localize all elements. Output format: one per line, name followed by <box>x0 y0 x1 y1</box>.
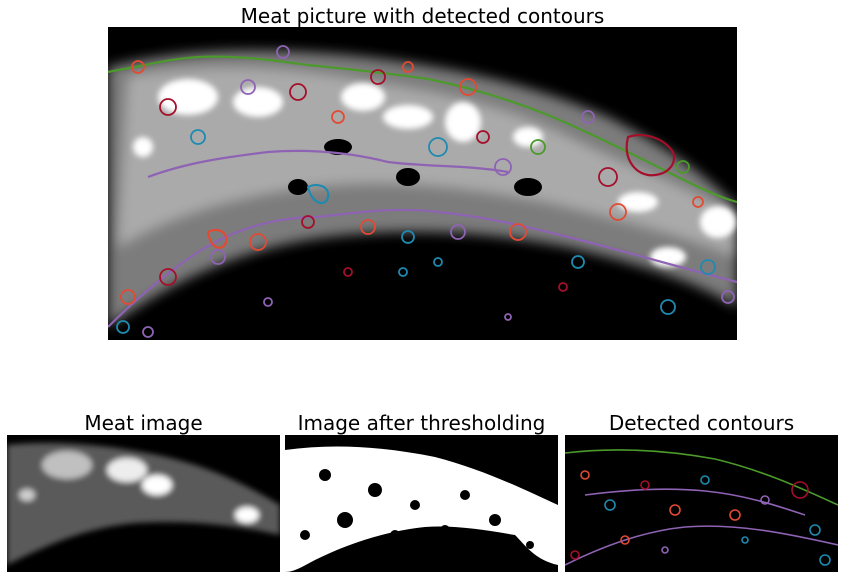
contours <box>108 55 737 328</box>
main-image <box>108 27 737 340</box>
contour-red-1 <box>625 134 676 177</box>
contour-blobs <box>116 45 735 338</box>
threshold-image <box>285 435 558 572</box>
meat-image-panel <box>7 435 280 572</box>
main-image-panel <box>108 27 737 340</box>
panel-title-meat-image: Meat image <box>84 411 203 435</box>
bright-spots <box>133 79 736 267</box>
contour-purple-2 <box>147 149 509 179</box>
panel-title-thresholding: Image after thresholding <box>297 411 546 435</box>
contour-orange-1 <box>206 228 228 249</box>
threshold-image-panel <box>285 435 558 572</box>
contour-purple <box>108 208 737 328</box>
contour-blue-1 <box>306 183 330 205</box>
panel-title-contours: Detected contours <box>608 411 795 435</box>
contour-green <box>108 55 737 204</box>
contours-image <box>565 435 838 572</box>
contours-image-panel <box>565 435 838 572</box>
dark-holes <box>288 139 542 196</box>
meat-tissue <box>108 50 737 327</box>
meat-image <box>7 435 280 572</box>
main-title: Meat picture with detected contours <box>240 4 605 28</box>
